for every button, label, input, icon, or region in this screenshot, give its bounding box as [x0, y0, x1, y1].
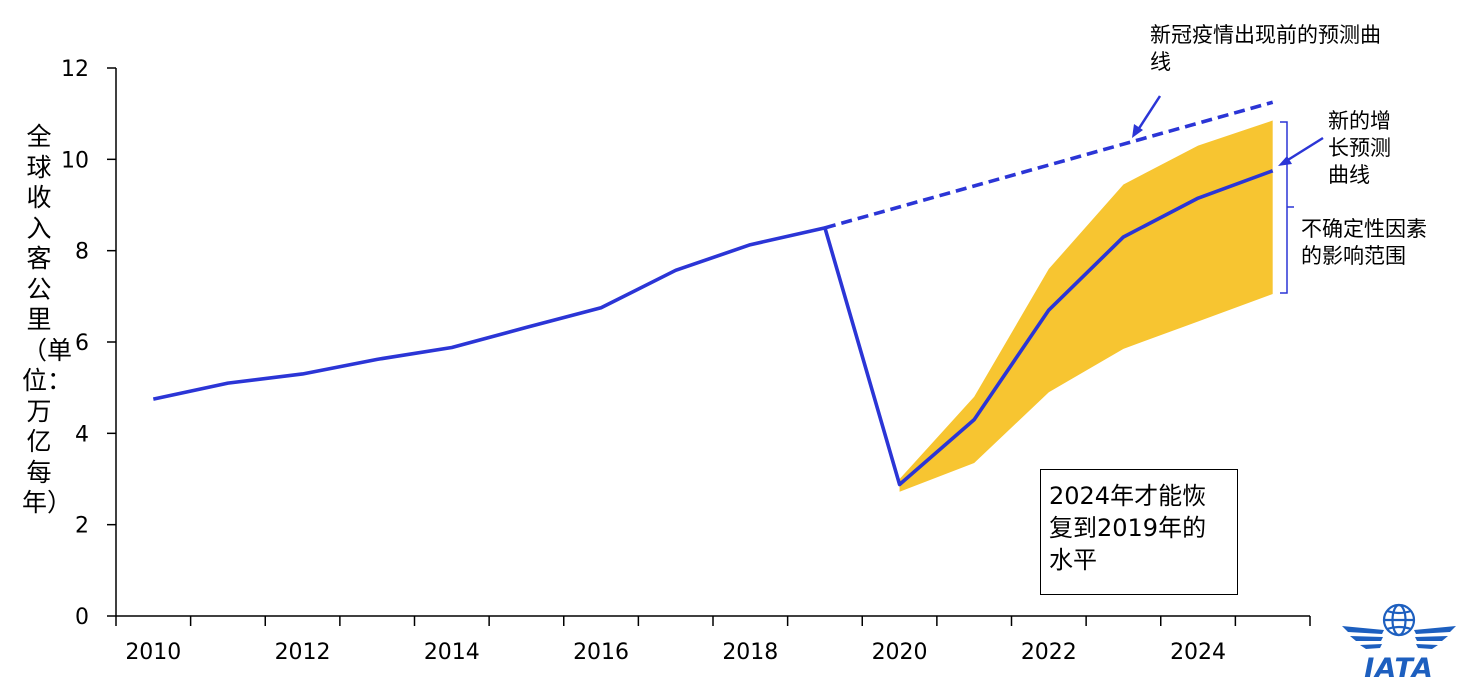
y-tick-label: 8 [75, 240, 89, 265]
y-tick-label: 0 [75, 605, 89, 630]
new-growth-arrow [1282, 136, 1324, 165]
uncertainty-band [899, 120, 1273, 492]
y-tick-label: 12 [61, 57, 89, 82]
x-tick-label: 2014 [424, 640, 480, 665]
x-tick-label: 2020 [872, 640, 928, 665]
globe-icon [1382, 603, 1416, 637]
annotation-markers [1132, 95, 1324, 294]
series-layer [152, 100, 1274, 487]
x-tick-label: 2024 [1170, 640, 1226, 665]
ticks: 2010 2012 2014 2016 2018 2020 2022 2024 0 2 4 6 8 10 1… [61, 57, 1311, 665]
y-tick-label: 2 [75, 514, 89, 539]
pre-covid-forecast-line [824, 100, 1274, 230]
x-tick-label: 2018 [722, 640, 778, 665]
uncertainty-range-label: 不确定性因素的影响范围 [1301, 217, 1427, 268]
x-tick-label: 2010 [125, 640, 181, 665]
y-tick-label: 6 [75, 331, 89, 356]
new-growth-forecast-label: 新的增长预测曲线 [1328, 109, 1391, 187]
x-tick-label: 2012 [275, 640, 331, 665]
uncertainty-band-layer [899, 120, 1273, 492]
pre-covid-forecast-label: 新冠疫情出现前的预测曲线 [1150, 23, 1381, 74]
y-tick-label: 4 [75, 422, 89, 447]
y-tick-label: 10 [61, 148, 89, 173]
wings-icon [1342, 626, 1456, 649]
iata-logo-text: IATA [1364, 653, 1434, 682]
recovery-note-box: 2024年才能恢复到2019年的水平 [1040, 469, 1238, 595]
pre-covid-arrowhead [1132, 124, 1143, 138]
uncertainty-bracket [1280, 121, 1294, 294]
iata-logo: IATA [1342, 603, 1456, 682]
actual-and-new-forecast-line [152, 169, 1274, 487]
x-tick-label: 2022 [1021, 640, 1077, 665]
new-growth-arrowhead [1278, 156, 1292, 166]
y-axis-label: 全球收入客公里（单位：万亿每年） [22, 122, 73, 517]
x-tick-label: 2016 [573, 640, 629, 665]
pre-covid-arrow [1134, 95, 1162, 134]
